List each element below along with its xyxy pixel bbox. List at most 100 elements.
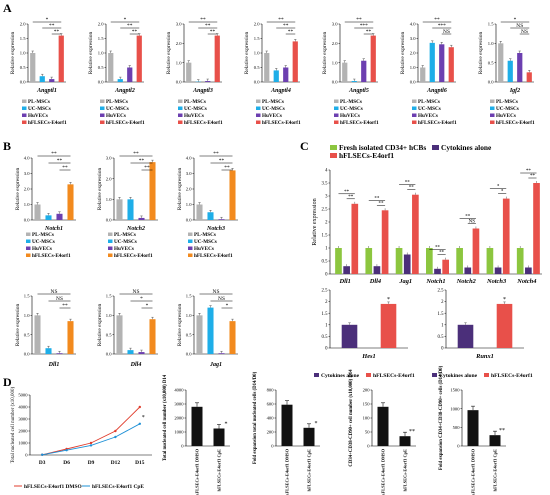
legend-swatch bbox=[100, 99, 105, 103]
y-tick-label: 400 bbox=[267, 416, 275, 421]
legend-swatch bbox=[100, 120, 105, 124]
y-tick-label: 0.5 bbox=[438, 335, 445, 340]
x-tick-label: D15 bbox=[135, 460, 145, 466]
bar bbox=[264, 53, 270, 82]
y-axis-label: Relative expression bbox=[166, 32, 172, 75]
y-axis-label: Relative expression bbox=[15, 304, 21, 347]
bar bbox=[138, 217, 145, 220]
legend-label: PL-MSCs bbox=[114, 232, 136, 238]
bar bbox=[343, 266, 350, 274]
legend-label: hFLSECs-E4orf1 bbox=[32, 253, 71, 259]
sig-label: *** bbox=[438, 23, 446, 29]
y-tick-label: 0.0 bbox=[254, 80, 260, 85]
bar bbox=[229, 170, 236, 220]
y-tick-label: 1.0 bbox=[488, 41, 494, 46]
legend-label: UC-MSCs bbox=[28, 106, 51, 112]
x-axis-label: Notch2 bbox=[126, 226, 145, 232]
x-axis-label: Notch1 bbox=[44, 226, 63, 232]
y-tick-label: 3 bbox=[325, 195, 328, 200]
bar bbox=[127, 350, 134, 354]
sig-label: * bbox=[46, 17, 49, 23]
legend-label: HuVECs bbox=[114, 246, 134, 252]
bar bbox=[292, 41, 298, 82]
y-tick-label: 0.0 bbox=[186, 352, 192, 357]
y-axis-label: Fold expansion total nucleated cells (D1… bbox=[253, 371, 258, 464]
legend-swatch bbox=[100, 113, 105, 117]
bar bbox=[335, 248, 342, 274]
sig-label: NS bbox=[469, 220, 476, 225]
x-tick-label: Notch1 bbox=[425, 278, 445, 285]
y-tick-label: 2.5 bbox=[322, 289, 329, 294]
legend-swatch bbox=[108, 232, 113, 236]
x-axis-label: Jag1 bbox=[209, 362, 222, 368]
sig-label: * bbox=[514, 17, 517, 23]
sig-label: *** bbox=[360, 23, 368, 29]
x-axis-label: Angptl5 bbox=[348, 88, 369, 94]
legend-label: hFLSECs-E4orf1 bbox=[28, 120, 67, 126]
y-tick-label: 4 bbox=[325, 169, 328, 174]
bar bbox=[399, 436, 411, 446]
data-point bbox=[41, 453, 44, 456]
legend-label: PL-MSCs bbox=[184, 99, 206, 105]
y-tick-label: 1 bbox=[325, 247, 328, 252]
legend-label: hFLSECs-E4orf1 DMSO bbox=[24, 484, 82, 490]
sig-label: * bbox=[315, 421, 318, 427]
legend-label: HuVECs bbox=[106, 113, 126, 119]
legend-swatch bbox=[412, 99, 417, 103]
y-tick-label: 0.5 bbox=[106, 332, 112, 337]
bar bbox=[127, 67, 133, 82]
bar bbox=[191, 406, 203, 446]
x-axis-label: Dll4 bbox=[130, 362, 142, 368]
bar bbox=[273, 70, 279, 82]
bar bbox=[365, 248, 373, 274]
sig-label: ** bbox=[409, 429, 415, 435]
y-axis-label: Relative expression bbox=[312, 198, 318, 245]
y-tick-label: 1.5 bbox=[322, 234, 329, 239]
legend-label: hFLSECs-E4orf1 CpE bbox=[92, 484, 144, 490]
bar bbox=[341, 324, 358, 348]
x-tick-label: D3 bbox=[39, 460, 46, 466]
y-axis-label: Relative expression bbox=[15, 168, 21, 211]
y-tick-label: 0.5 bbox=[186, 332, 192, 337]
legend-label: hFLSECs-E4orf1 bbox=[106, 120, 145, 126]
y-tick-label: 0 bbox=[271, 444, 274, 449]
y-tick-label: 2.5 bbox=[322, 208, 329, 213]
legend-swatch bbox=[26, 246, 31, 250]
bar-chart-d: 0 50 100 150 200 CD34+CD38-CD90+ cell number … bbox=[349, 369, 416, 495]
legend-swatch bbox=[330, 145, 337, 150]
y-tick-label: 0.0 bbox=[24, 218, 30, 223]
y-tick-label: 1.5 bbox=[488, 22, 494, 27]
legend-label: UC-MSCs bbox=[340, 106, 363, 112]
bar-chart-Runx1: 0 0.5 1 1.5 2 2.5 Runx1 * Cytokines alone hFLSECs… bbox=[432, 289, 533, 379]
bar bbox=[108, 53, 114, 82]
y-tick-label: 0.5 bbox=[488, 60, 494, 65]
sig-label: ** bbox=[374, 196, 380, 201]
data-point bbox=[89, 441, 93, 445]
y-axis-label: Relative expression bbox=[97, 168, 103, 211]
legend-swatch bbox=[22, 113, 27, 117]
sig-label: ** bbox=[283, 23, 289, 29]
y-tick-label: 3000 bbox=[18, 417, 28, 422]
bar bbox=[426, 248, 433, 274]
y-tick-label: 0 bbox=[457, 444, 460, 449]
sig-label: ** bbox=[62, 165, 68, 171]
x-axis-label: Angptl6 bbox=[426, 88, 447, 94]
x-axis-label: Igf2 bbox=[509, 88, 520, 94]
legend-swatch bbox=[22, 120, 27, 124]
legend-label: PL-MSCs bbox=[194, 232, 216, 238]
bar bbox=[434, 268, 441, 274]
y-tick-label: 4000 bbox=[174, 388, 184, 393]
x-tick-label: hFLSECs-E4orf1 DMSO bbox=[195, 448, 200, 495]
legend-swatch bbox=[412, 106, 417, 110]
y-tick-label: 0.0 bbox=[410, 80, 416, 85]
bar bbox=[377, 406, 389, 446]
legend-label: UC-MSCs bbox=[184, 106, 207, 112]
bar bbox=[205, 81, 211, 82]
bar bbox=[67, 184, 74, 220]
y-axis-label: Relative expression bbox=[322, 32, 328, 75]
bar bbox=[472, 228, 480, 274]
legend-swatch bbox=[22, 106, 27, 110]
x-tick-label: Dll4 bbox=[369, 278, 381, 285]
